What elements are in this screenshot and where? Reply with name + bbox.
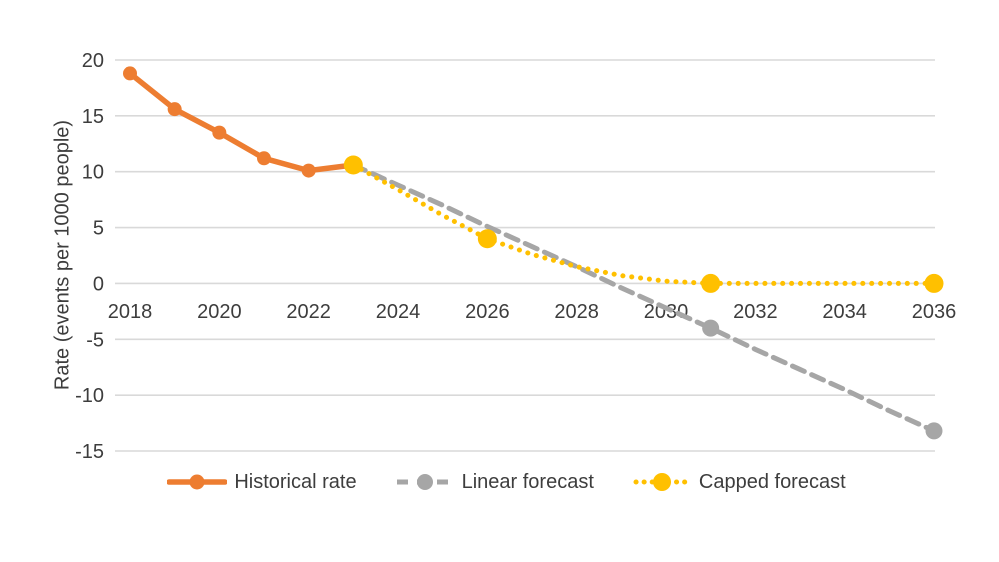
marker-capped-forecast-2031 — [701, 273, 721, 293]
series-line-capped-forecast — [350, 162, 937, 286]
historical-rate-line-sample-icon — [167, 474, 228, 490]
x-tick-label-2024: 2024 — [376, 301, 421, 323]
marker-historical-rate-2020 — [212, 125, 227, 140]
x-tick-label-2022: 2022 — [286, 301, 331, 323]
x-tick-label-2036: 2036 — [912, 301, 957, 323]
marker-historical-rate-2019 — [167, 102, 182, 117]
marker-capped-forecast-2023 — [343, 155, 363, 175]
x-tick-label-2032: 2032 — [733, 301, 778, 323]
series-line-historical-rate — [127, 70, 357, 174]
y-tick-label--10: -10 — [75, 385, 104, 407]
x-tick-label-2026: 2026 — [465, 301, 510, 323]
x-tick-label-2030: 2030 — [644, 301, 689, 323]
legend-label-historical-rate: Historical rate — [234, 470, 357, 493]
x-tick-label-2034: 2034 — [822, 301, 867, 323]
marker-historical-rate-2021 — [257, 151, 271, 166]
capped-forecast-line-sample-icon — [633, 473, 691, 491]
x-tick-label-2028: 2028 — [554, 301, 599, 323]
series-line-linear-forecast — [350, 162, 937, 434]
y-tick-label--5: -5 — [86, 329, 104, 351]
x-tick-label-2020: 2020 — [197, 301, 242, 323]
legend-item-linear-forecast: Linear forecast — [395, 470, 594, 494]
marker-linear-forecast-2036 — [925, 422, 943, 440]
legend: Historical rate Linear forecast Capped f… — [0, 470, 999, 494]
legend-item-historical-rate: Historical rate — [167, 470, 357, 494]
marker-linear-forecast-2031 — [702, 319, 720, 337]
y-tick-label-15: 15 — [82, 106, 104, 128]
y-tick-label-20: 20 — [82, 50, 104, 72]
legend-label-capped-forecast: Capped forecast — [698, 470, 846, 493]
marker-capped-forecast-2036 — [924, 273, 944, 293]
marker-historical-rate-2022 — [301, 163, 316, 178]
linear-forecast-line-sample-icon — [396, 474, 453, 490]
y-tick-label--15: -15 — [75, 441, 104, 463]
y-tick-label-5: 5 — [93, 218, 104, 240]
legend-item-capped-forecast: Capped forecast — [632, 470, 846, 494]
legend-label-linear-forecast: Linear forecast — [461, 470, 594, 493]
y-tick-label-0: 0 — [93, 273, 104, 295]
marker-historical-rate-2018 — [123, 66, 137, 81]
marker-capped-forecast-2026 — [477, 229, 497, 249]
y-tick-label-10: 10 — [82, 162, 104, 184]
x-tick-label-2018: 2018 — [108, 301, 153, 323]
